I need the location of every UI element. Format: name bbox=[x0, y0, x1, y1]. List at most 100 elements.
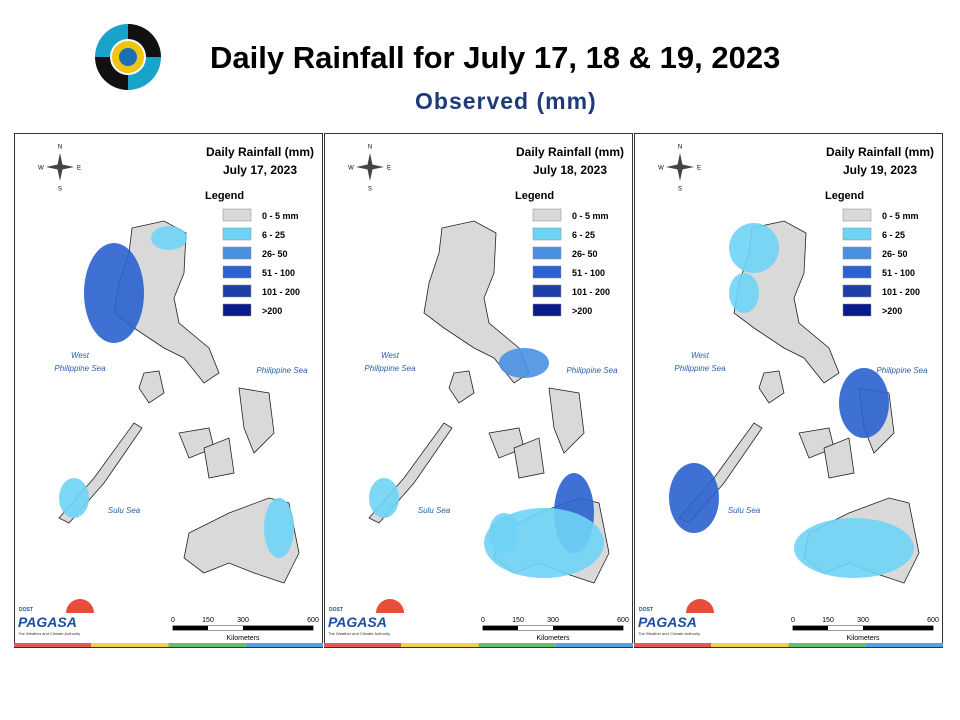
sea-label: Philippine Sea bbox=[566, 366, 618, 375]
legend-swatch bbox=[222, 227, 252, 241]
island bbox=[238, 387, 275, 454]
legend-label: 0 - 5 mm bbox=[882, 211, 919, 221]
rainfall-area bbox=[369, 478, 399, 518]
color-strip bbox=[401, 643, 479, 647]
title: Daily Rainfall for July 17, 18 & 19, 202… bbox=[210, 40, 781, 75]
compass-label: E bbox=[387, 166, 391, 172]
scale-label: 150 bbox=[202, 617, 214, 624]
sea-label: Philippine Sea bbox=[364, 364, 416, 373]
scale-unit: Kilometers bbox=[846, 635, 880, 642]
logo-tagline: The Weather and Climate Authority bbox=[328, 631, 390, 636]
logo-name: PAGASA bbox=[18, 614, 77, 630]
island bbox=[138, 370, 165, 404]
legend-title: Legend bbox=[825, 190, 864, 202]
compass-label: N bbox=[678, 145, 682, 151]
island bbox=[758, 370, 785, 404]
color-strip bbox=[788, 643, 866, 647]
header-logo bbox=[95, 24, 161, 90]
island bbox=[513, 437, 545, 479]
compass bbox=[46, 153, 74, 181]
panel-date: July 17, 2023 bbox=[223, 163, 297, 177]
sea-label: West bbox=[381, 351, 400, 360]
logo-name: PAGASA bbox=[638, 614, 697, 630]
rainfall-area bbox=[264, 498, 294, 558]
legend-swatch bbox=[222, 208, 252, 222]
rainfall-area bbox=[729, 273, 759, 313]
logo-name: PAGASA bbox=[328, 614, 387, 630]
scale-segment bbox=[553, 626, 623, 630]
legend-label: 0 - 5 mm bbox=[262, 211, 299, 221]
island bbox=[823, 437, 855, 479]
island bbox=[423, 220, 530, 384]
legend-swatch bbox=[532, 265, 562, 279]
legend-swatch bbox=[222, 265, 252, 279]
legend-label: 51 - 100 bbox=[882, 268, 915, 278]
sea-label: Sulu Sea bbox=[728, 506, 761, 515]
sea-label: Sulu Sea bbox=[108, 506, 141, 515]
legend-swatch bbox=[222, 284, 252, 298]
compass-label: S bbox=[368, 187, 372, 193]
legend-label: 101 - 200 bbox=[572, 287, 610, 297]
color-strip bbox=[634, 643, 712, 647]
sea-label: West bbox=[71, 351, 90, 360]
islands bbox=[58, 220, 300, 584]
legend-swatch bbox=[532, 246, 562, 260]
scale-unit: Kilometers bbox=[536, 635, 570, 642]
legend-swatch bbox=[532, 284, 562, 298]
panel-title: Daily Rainfall (mm) bbox=[206, 145, 314, 159]
scale-label: 300 bbox=[237, 617, 249, 624]
scale-label: 0 bbox=[481, 617, 485, 624]
sea-label: Philippine Sea bbox=[256, 366, 308, 375]
legend-swatch bbox=[842, 265, 872, 279]
legend-label: 26- 50 bbox=[882, 249, 908, 259]
legend-swatch bbox=[532, 303, 562, 317]
legend-title: Legend bbox=[515, 190, 554, 202]
scale-label: 150 bbox=[822, 617, 834, 624]
panel-date: July 19, 2023 bbox=[843, 163, 917, 177]
compass-label: E bbox=[697, 166, 701, 172]
scale-segment bbox=[483, 626, 518, 630]
scale-segment bbox=[518, 626, 553, 630]
compass bbox=[666, 153, 694, 181]
sea-label: Sulu Sea bbox=[418, 506, 451, 515]
rainfall-area bbox=[499, 348, 549, 378]
sea-label: Philippine Sea bbox=[54, 364, 106, 373]
rainfall-area bbox=[669, 463, 719, 533]
legend-swatch bbox=[222, 303, 252, 317]
compass-label: S bbox=[678, 187, 682, 193]
islands bbox=[368, 220, 610, 584]
color-strip bbox=[14, 643, 92, 647]
legend-label: >200 bbox=[882, 306, 902, 316]
island bbox=[448, 370, 475, 404]
map-panel: N S E W Daily Rainfall (mm) July 17, 2023 Lege… bbox=[14, 133, 323, 648]
color-strip bbox=[555, 643, 633, 647]
rainfall-area bbox=[794, 518, 914, 578]
legend-label: 101 - 200 bbox=[262, 287, 300, 297]
scale-segment bbox=[243, 626, 313, 630]
logo-umbrella bbox=[66, 599, 94, 613]
panel-title: Daily Rainfall (mm) bbox=[516, 145, 624, 159]
rainfall-area bbox=[489, 513, 519, 553]
scale-unit: Kilometers bbox=[226, 635, 260, 642]
color-strip bbox=[324, 643, 402, 647]
compass-label: W bbox=[38, 166, 44, 172]
legend-label: 26- 50 bbox=[262, 249, 288, 259]
sea-label: Philippine Sea bbox=[674, 364, 726, 373]
island bbox=[548, 387, 585, 454]
legend-label: 6 - 25 bbox=[262, 230, 285, 240]
color-strip bbox=[245, 643, 323, 647]
scale-segment bbox=[828, 626, 863, 630]
islands bbox=[669, 220, 920, 584]
color-strip bbox=[91, 643, 169, 647]
compass bbox=[356, 153, 384, 181]
logo-tagline: The Weather and Climate Authority bbox=[638, 631, 700, 636]
legend-label: 0 - 5 mm bbox=[572, 211, 609, 221]
legend-swatch bbox=[532, 208, 562, 222]
island bbox=[203, 437, 235, 479]
legend-swatch bbox=[842, 208, 872, 222]
logo-umbrella bbox=[376, 599, 404, 613]
scale-label: 600 bbox=[617, 617, 629, 624]
scale-label: 600 bbox=[927, 617, 939, 624]
color-strip bbox=[478, 643, 556, 647]
legend-label: 6 - 25 bbox=[882, 230, 905, 240]
